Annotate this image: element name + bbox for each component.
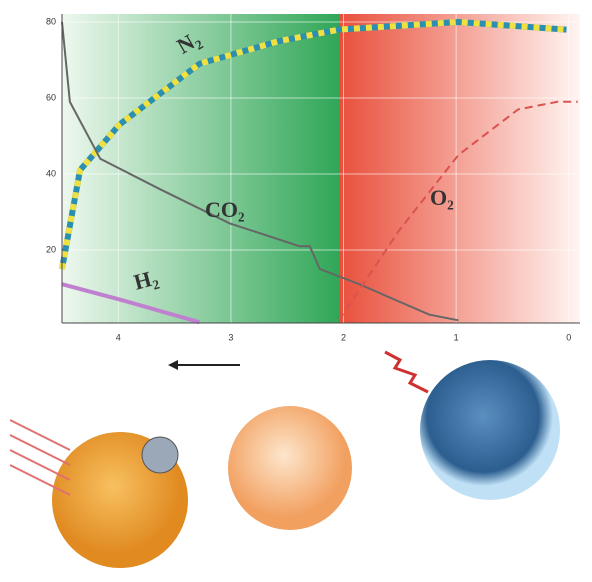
- y-tick-label: 20: [46, 244, 56, 254]
- series-line: [338, 100, 578, 321]
- series-line: [61, 282, 200, 325]
- red-zone: [340, 14, 580, 323]
- y-tick-label: 60: [46, 92, 56, 102]
- x-tick-label: 4: [116, 332, 121, 342]
- x-tick-label: 0: [566, 332, 571, 342]
- sun-rays: [9, 419, 71, 496]
- moon: [141, 436, 179, 474]
- planet-mid: [228, 406, 352, 530]
- series-label: CO₂: [205, 197, 245, 222]
- x-tick-label: 3: [228, 332, 233, 342]
- x-tick-label: 2: [341, 332, 346, 342]
- radiation: [384, 350, 429, 394]
- series-label: O₂: [430, 185, 454, 210]
- earth: [420, 360, 560, 500]
- series-line-dash: [59, 18, 567, 270]
- y-tick-label: 40: [46, 168, 56, 178]
- arrow-head: [168, 360, 178, 370]
- x-tick-label: 1: [454, 332, 459, 342]
- y-tick-label: 80: [46, 16, 56, 26]
- series-line: [61, 21, 459, 322]
